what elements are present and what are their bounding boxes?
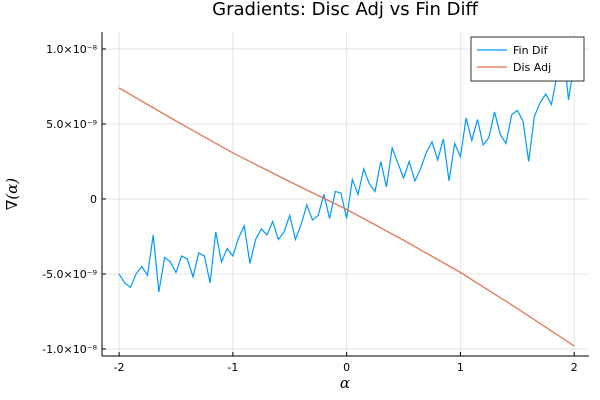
chart-title: Gradients: Disc Adj vs Fin Diff [212, 0, 478, 20]
legend-label: Fin Dif [513, 44, 549, 57]
y-tick-label: 1.0×10⁻⁸ [46, 43, 98, 56]
y-tick-label: 5.0×10⁻⁹ [46, 118, 97, 131]
x-tick-label: 1 [457, 361, 464, 374]
x-axis-label: α [340, 374, 350, 392]
y-tick-label: -1.0×10⁻⁸ [42, 343, 97, 356]
x-tick-label: -1 [227, 361, 238, 374]
legend-label: Dis Adj [513, 61, 551, 74]
legend-box [470, 36, 585, 82]
x-tick-label: 2 [571, 361, 578, 374]
line-series [118, 87, 575, 347]
line-series [118, 44, 575, 293]
x-tick-label: -2 [114, 361, 125, 374]
x-tick-label: 0 [343, 361, 350, 374]
y-tick-label: -5.0×10⁻⁹ [42, 268, 97, 281]
y-axis-label: ∇(α) [3, 178, 21, 210]
y-tick-label: 0 [90, 193, 97, 206]
